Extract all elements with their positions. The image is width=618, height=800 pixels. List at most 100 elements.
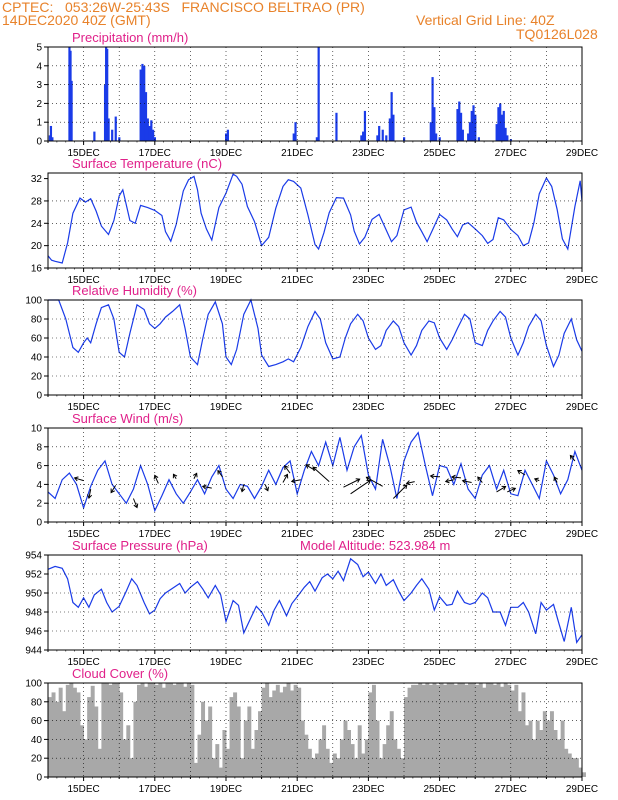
wind-arrowhead <box>429 473 435 479</box>
cloud-bar <box>183 686 188 777</box>
wind-arrowhead <box>511 487 517 492</box>
cloud-bar <box>51 692 56 777</box>
x-tick-label: 29DEC <box>566 657 598 668</box>
cloud-bar <box>582 772 586 777</box>
x-tick-label: 17DEC <box>139 529 171 540</box>
cloud-bar <box>112 683 117 777</box>
wind-arrowhead <box>569 454 575 460</box>
x-tick-label: 25DEC <box>423 657 455 668</box>
cloud-bar <box>482 687 487 777</box>
cloud-bar <box>471 683 476 777</box>
y-tick-label: 40 <box>31 353 43 364</box>
cloud-bar <box>436 684 440 777</box>
cloud-bar <box>407 687 412 777</box>
y-tick-label: 0 <box>36 137 42 148</box>
wind-vector <box>406 481 415 484</box>
wind-vector <box>553 476 558 483</box>
cloud-bar <box>154 684 159 777</box>
x-tick-label: 29DEC <box>566 148 598 159</box>
wind-vector <box>517 470 526 476</box>
cloud-bar <box>243 720 248 777</box>
series-line <box>47 431 583 513</box>
cloud-bar <box>567 753 572 777</box>
cloud-bar <box>186 683 191 777</box>
x-tick-label: 19DEC <box>210 402 242 413</box>
cloud-bar <box>304 734 309 777</box>
wind-vector <box>366 476 383 487</box>
y-tick-label: 5 <box>36 43 42 54</box>
wind-vector <box>430 475 440 478</box>
wind-vector <box>202 485 212 489</box>
precip-bar <box>144 92 148 141</box>
y-tick-label: 952 <box>25 570 42 581</box>
y-tick-label: 3 <box>36 80 42 91</box>
wind-vector <box>343 478 360 488</box>
cloud-bar <box>297 687 302 777</box>
wind-arrowhead <box>477 476 482 482</box>
cloud-bar <box>418 683 423 777</box>
y-tick-label: 944 <box>25 646 42 657</box>
cloud-bar <box>503 683 508 777</box>
y-tick-label: 20 <box>31 754 43 765</box>
cloud-bar <box>364 739 369 777</box>
header-date: 14DEC2020 40Z (GMT) <box>2 12 151 28</box>
wind-vector <box>284 465 291 474</box>
cloud-bar <box>500 686 505 777</box>
cloud-bar <box>87 697 92 777</box>
wind-vector <box>74 477 84 482</box>
precip-bar <box>152 129 155 141</box>
cloud-bar <box>72 687 77 777</box>
x-tick-label: 23DEC <box>352 148 384 159</box>
x-tick-label: 23DEC <box>352 529 384 540</box>
cloud-bar <box>76 692 81 777</box>
wind-arrowhead <box>305 464 311 469</box>
panel-title: Precipitation (mm/h) <box>72 30 188 45</box>
cloud-bar <box>315 753 319 777</box>
wind-arrowhead <box>87 494 93 500</box>
cloud-bar <box>521 692 526 777</box>
y-tick-label: 20 <box>31 372 43 383</box>
cloud-bar <box>190 684 195 777</box>
precip-bar <box>500 114 504 141</box>
cloud-bar <box>368 692 373 777</box>
cloud-bar <box>332 753 337 777</box>
wind-arrowhead <box>264 486 269 492</box>
wind-vector <box>132 498 138 508</box>
panel-title: Cloud Cover (%) <box>72 666 168 681</box>
precip-bar <box>114 116 117 141</box>
cloud-bar <box>115 683 120 777</box>
precip-bar <box>376 135 379 141</box>
precip-bar <box>385 135 388 141</box>
cloud-bar <box>432 683 437 777</box>
wind-arrowhead <box>284 465 289 470</box>
cloud-bar <box>457 683 462 777</box>
cloud-bar <box>453 684 458 777</box>
precip-bar <box>378 125 381 141</box>
precip-bar <box>392 114 395 141</box>
cloud-bar <box>140 683 145 777</box>
cloud-bar <box>261 687 266 777</box>
precip-bar <box>107 118 110 141</box>
cloud-bar <box>549 711 554 777</box>
cloud-bar <box>293 684 298 777</box>
precip-bar <box>294 122 297 141</box>
wind-arrowhead <box>355 478 361 483</box>
cloud-bar <box>215 744 220 777</box>
cloud-bar <box>204 720 209 777</box>
y-tick-label: 100 <box>25 679 42 690</box>
x-tick-label: 21DEC <box>281 784 313 795</box>
y-tick-label: 4 <box>36 480 42 491</box>
wind-vector <box>110 485 117 493</box>
cloud-bar <box>446 683 451 777</box>
panel-frame <box>47 172 583 269</box>
wind-arrowhead <box>283 473 289 479</box>
wind-vector <box>462 480 472 484</box>
cloud-bar <box>347 730 351 777</box>
precip-bar <box>226 129 229 141</box>
cloud-bar <box>578 767 583 777</box>
wind-vector <box>392 484 408 499</box>
y-tick-label: 80 <box>31 697 43 708</box>
cloud-bar <box>357 725 362 777</box>
x-tick-label: 19DEC <box>210 275 242 286</box>
